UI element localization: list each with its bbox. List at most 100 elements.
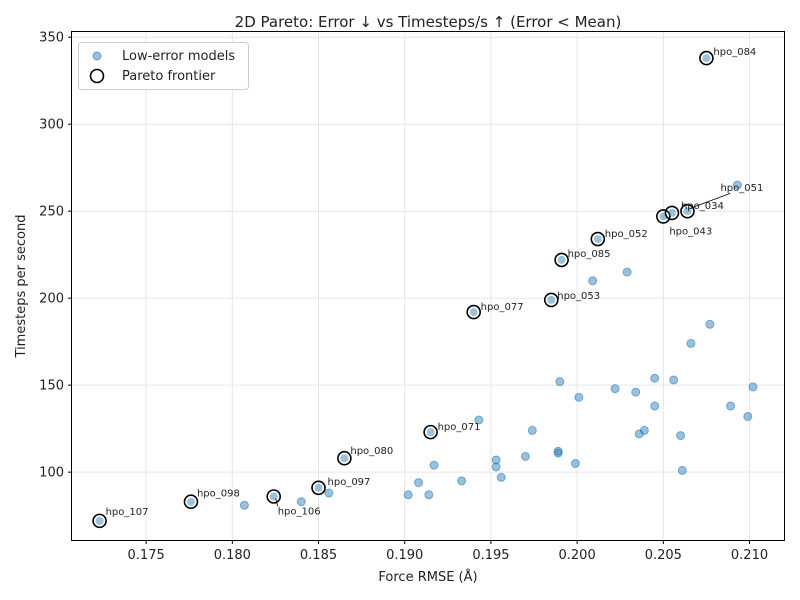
x-tick-label: 0.190 [386, 548, 423, 563]
low-error-point [553, 446, 563, 456]
label-leader-line [275, 498, 279, 507]
low-error-point [429, 460, 439, 470]
frontier-point [543, 292, 559, 308]
low-error-point [239, 500, 249, 510]
frontier-point-label: hpo_107 [106, 507, 149, 518]
legend: Low-error models Pareto frontier [78, 42, 249, 90]
frontier-point [423, 424, 438, 440]
grid-lines [72, 32, 784, 540]
x-tick-label: 0.205 [645, 548, 682, 563]
frontier-point-fill [547, 295, 556, 304]
y-tick-label: 350 [39, 31, 64, 46]
frontier-point-label: hpo_097 [328, 477, 371, 488]
low-error-point [650, 401, 660, 411]
frontier-point-label: hpo_085 [568, 249, 611, 260]
frontier-point-label: hpo_051 [720, 183, 763, 194]
point-labels: hpo_107 hpo_098 hpo_106 hpo_097 hpo_080 hpo_0… [106, 47, 764, 518]
frontier-point-fill [683, 207, 692, 216]
frontier-point-fill [426, 428, 435, 437]
frontier-point-label: hpo_084 [713, 47, 756, 58]
frontier-point-fill [557, 255, 566, 264]
plot-frame [71, 31, 785, 541]
frontier-point [656, 209, 671, 224]
low-error-point [324, 488, 334, 498]
low-error-point [669, 375, 679, 385]
frontier-point-fill [593, 235, 602, 244]
frontier-point-label: hpo_034 [681, 201, 724, 212]
low-error-point [491, 462, 501, 472]
low-error-point [474, 415, 484, 425]
x-tick-label: 0.180 [214, 548, 251, 563]
low-error-point [705, 319, 715, 329]
frontier-point [554, 252, 569, 268]
frontier-point [266, 489, 282, 504]
low-error-point [457, 476, 467, 486]
x-tick-label: 0.195 [472, 548, 509, 563]
low-error-point [555, 377, 565, 387]
legend-label-frontier: Pareto frontier [122, 69, 216, 84]
frontier-point [311, 480, 326, 496]
low-error-point [491, 455, 501, 465]
x-tick-label: 0.185 [300, 548, 337, 563]
low-error-point [570, 458, 580, 468]
frontier-point-fill [702, 54, 711, 63]
frontier-point [466, 304, 481, 320]
frontier-point-fill [186, 497, 195, 506]
frontier-point-label: hpo_106 [278, 507, 321, 518]
legend-box [78, 42, 249, 90]
frontier-point [699, 50, 714, 66]
chart-title: 2D Pareto: Error ↓ vs Timesteps/s ↑ (Err… [235, 13, 622, 31]
frontier-point [680, 203, 695, 219]
frontier-point-fill [667, 208, 676, 217]
low-error-point [743, 411, 753, 421]
low-error-point [748, 382, 758, 392]
frontier-point-label: hpo_077 [481, 302, 524, 313]
low-error-point [414, 478, 424, 488]
frontier-point-label: hpo_071 [438, 422, 481, 433]
frontier-point [92, 513, 107, 529]
legend-marker-frontier [89, 68, 105, 84]
low-error-series [239, 180, 758, 510]
y-axis-label: Timesteps per second [14, 215, 29, 359]
frontier-point-label: hpo_053 [557, 291, 600, 302]
frontier-point-label: hpo_080 [350, 446, 393, 457]
y-tick-label: 200 [39, 292, 64, 307]
low-error-point [650, 373, 660, 383]
frontier-point [664, 205, 680, 221]
low-error-point [527, 425, 537, 435]
legend-marker-low-error [92, 51, 102, 61]
low-error-point [574, 392, 584, 402]
low-error-point [686, 338, 696, 348]
y-tick-label: 300 [39, 118, 64, 133]
low-error-point [631, 387, 641, 397]
low-error-point [676, 431, 686, 441]
y-tick-label: 100 [39, 466, 64, 481]
low-error-point [677, 465, 687, 475]
x-axis-ticks: 0.175 0.180 0.185 0.190 0.195 0.200 0.205 0.210 [128, 540, 768, 563]
low-error-point [496, 472, 506, 482]
low-error-point [610, 384, 620, 394]
low-error-point [732, 180, 742, 190]
low-error-point [520, 451, 530, 461]
frontier-point-label: hpo_043 [669, 226, 712, 237]
low-error-point [622, 267, 632, 277]
low-error-point [639, 425, 649, 435]
frontier-point-fill [340, 454, 349, 463]
y-tick-label: 250 [39, 205, 64, 220]
frontier-point [337, 450, 352, 466]
x-tick-label: 0.175 [128, 548, 165, 563]
x-axis-label: Force RMSE (Å) [378, 569, 477, 585]
low-error-point [588, 276, 598, 286]
frontier-point-fill [469, 308, 478, 317]
low-error-point [403, 490, 413, 500]
label-leader-line [690, 192, 731, 209]
frontier-point-label: hpo_098 [197, 489, 240, 500]
frontier-point-label: hpo_052 [605, 229, 648, 240]
frontier-point-fill [95, 516, 104, 525]
x-tick-label: 0.210 [731, 548, 768, 563]
frontier-point [183, 494, 199, 510]
legend-label-low-error: Low-error models [122, 49, 235, 64]
x-tick-label: 0.200 [559, 548, 596, 563]
